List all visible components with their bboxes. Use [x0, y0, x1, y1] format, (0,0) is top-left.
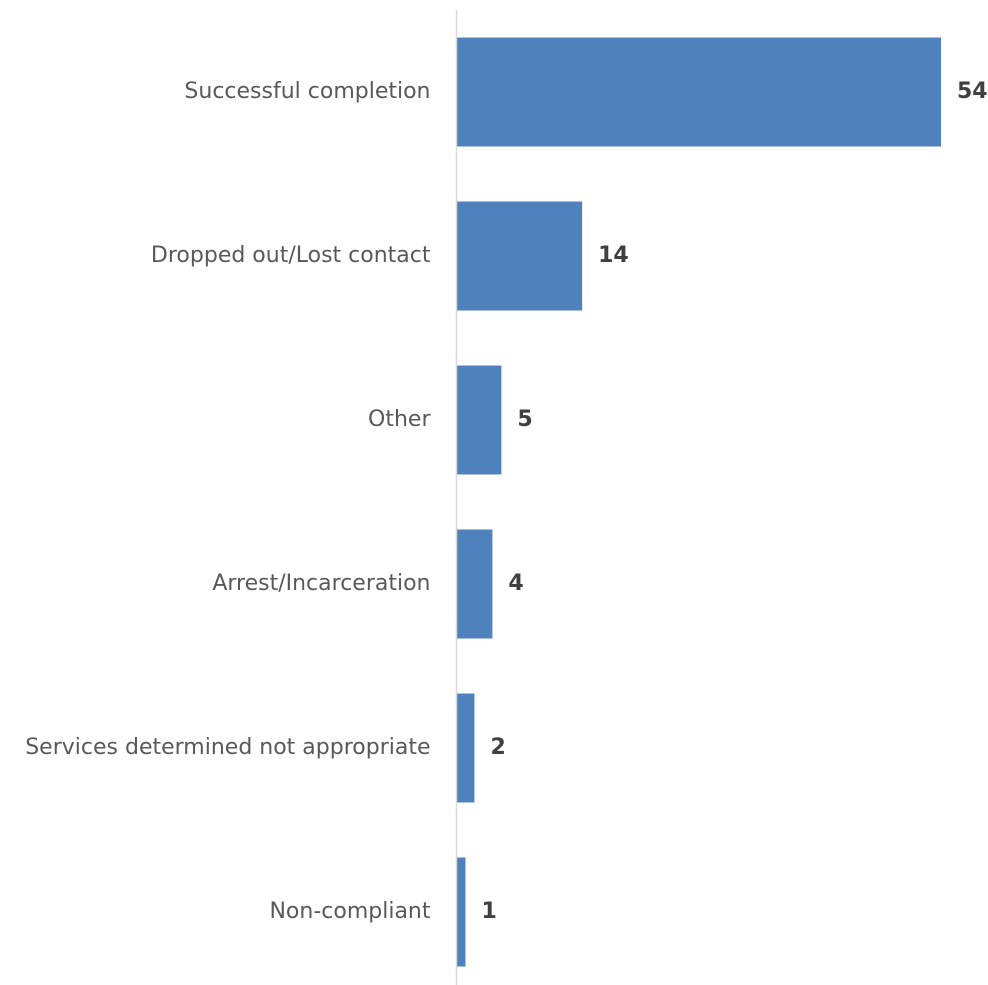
data-label: 1: [481, 899, 496, 924]
bar-arrest-incarceration: [456, 529, 493, 639]
category-label: Non-compliant: [269, 899, 430, 924]
bar-non-compliant: [456, 857, 466, 967]
bar-services-determined-not-appropriate: [456, 693, 475, 803]
data-label: 4: [508, 571, 523, 596]
bars-group: [456, 37, 941, 967]
data-label: 5: [517, 407, 532, 432]
data-label: 2: [490, 735, 505, 760]
category-label: Successful completion: [184, 79, 430, 104]
bar-dropped-out-lost-contact: [456, 201, 583, 311]
bar-successful-completion: [456, 37, 941, 147]
category-labels-group: Successful completion Dropped out/Lost co…: [25, 79, 431, 924]
data-label: 54: [957, 79, 988, 104]
category-label: Dropped out/Lost contact: [151, 243, 431, 268]
category-label: Services determined not appropriate: [25, 735, 430, 760]
data-label: 14: [598, 243, 629, 268]
bar-other: [456, 365, 502, 475]
category-label: Other: [368, 407, 431, 432]
category-label: Arrest/Incarceration: [212, 571, 430, 596]
